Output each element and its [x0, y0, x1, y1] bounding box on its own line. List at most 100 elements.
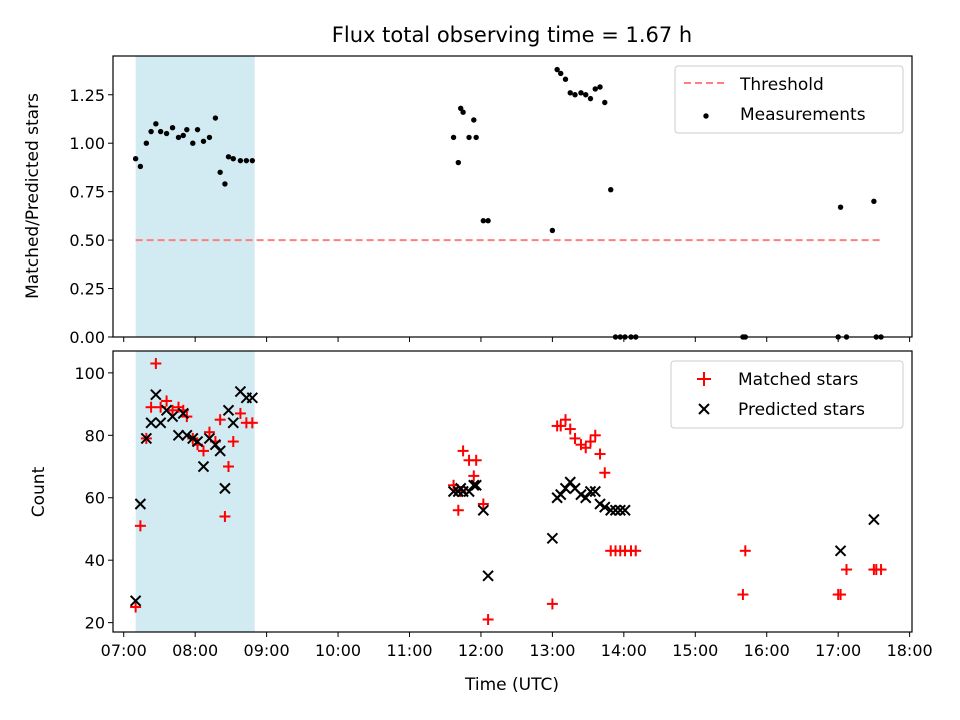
x-axis-label: Time (UTC) — [464, 675, 559, 695]
matched-star-marker — [589, 429, 601, 441]
matched-star-marker — [875, 564, 887, 576]
predicted-star-marker — [482, 570, 494, 582]
y-tick-label: 0.00 — [69, 328, 105, 347]
predicted-star-marker — [580, 492, 592, 504]
matched-star-marker — [130, 601, 142, 613]
observing-window-band — [135, 351, 255, 632]
ratio-y-axis-label: Matched/Predicted stars — [23, 93, 43, 299]
predicted-star-marker — [559, 482, 572, 495]
predicted-stars-points — [129, 385, 880, 607]
legend-measurements-swatch — [703, 113, 709, 119]
predicted-star-marker — [134, 498, 147, 510]
ratio-panel: 0.00 0.25 0.50 0.75 1.00 1.25 Matched/Predict… — [23, 55, 913, 347]
measurement-point — [558, 70, 564, 77]
matched-star-marker — [161, 395, 173, 407]
x-tick-label: 13:00 — [529, 641, 575, 660]
y-tick-label: 0.50 — [69, 231, 105, 250]
measurement-point — [471, 117, 477, 123]
matched-star-marker — [197, 445, 209, 457]
measurement-point — [562, 76, 569, 82]
predicted-star-marker — [609, 504, 622, 516]
predicted-star-marker — [191, 435, 204, 448]
measurement-point — [180, 132, 186, 139]
x-tick-label: 08:00 — [172, 641, 218, 660]
measurement-point — [190, 140, 196, 146]
measurement-point — [175, 134, 182, 141]
predicted-star-marker — [614, 504, 626, 516]
measurement-point — [169, 125, 176, 131]
predicted-star-marker — [166, 410, 179, 423]
predicted-star-marker — [214, 445, 226, 457]
matched-star-marker — [559, 414, 571, 426]
predicted-star-marker — [222, 404, 235, 417]
matched-star-marker — [482, 614, 494, 626]
measurement-point — [871, 198, 877, 205]
predicted-star-marker — [470, 479, 482, 491]
x-tick-label: 18:00 — [887, 641, 933, 660]
y-tick-label: 60 — [85, 489, 105, 508]
matched-star-marker — [555, 420, 567, 432]
measurement-point — [157, 128, 164, 135]
legend-predicted-swatch — [698, 403, 710, 415]
legend-predicted-label: Predicted stars — [738, 400, 865, 420]
predicted-star-marker — [477, 504, 490, 516]
measurement-point — [163, 130, 170, 137]
measurement-point — [184, 126, 190, 133]
measurement-point — [143, 140, 150, 146]
matched-star-marker — [470, 454, 482, 466]
matched-star-marker — [246, 417, 258, 429]
measurement-point — [549, 227, 556, 234]
predicted-star-marker — [197, 460, 210, 473]
y-tick-label: 0.75 — [69, 183, 105, 202]
predicted-star-marker — [227, 417, 239, 429]
matched-star-marker — [150, 357, 162, 369]
x-tick-label: 12:00 — [458, 641, 504, 660]
y-tick-label: 40 — [85, 551, 105, 570]
measurement-point — [480, 218, 487, 224]
measurement-point — [249, 157, 256, 164]
count-panel: 20 40 60 80 100 07:00 08:00 09:00 10:00 11:00 12:… — [29, 350, 933, 695]
matched-star-marker — [841, 564, 853, 576]
observing-window-shade — [135, 56, 255, 337]
x-tick-label: 15:00 — [672, 641, 718, 660]
predicted-star-marker — [564, 476, 576, 488]
measurement-point — [583, 92, 589, 98]
matched-star-marker — [214, 414, 226, 426]
legend-matched-swatch — [697, 372, 711, 386]
count-x-ticks: 07:00 08:00 09:00 10:00 11:00 12:00 13:00 14:00… — [101, 632, 933, 660]
measurement-point — [572, 92, 578, 98]
x-tick-label: 10:00 — [315, 641, 361, 660]
measurement-point — [485, 218, 491, 224]
matched-star-marker — [569, 432, 581, 444]
measurement-point — [230, 156, 236, 162]
x-tick-label: 07:00 — [101, 641, 147, 660]
count-legend-box — [670, 360, 904, 429]
measurement-point — [148, 128, 154, 135]
ratio-y-ticks: 0.00 0.25 0.50 0.75 1.00 1.25 — [69, 86, 113, 347]
predicted-star-marker — [555, 488, 567, 501]
matched-star-marker — [599, 467, 611, 479]
measurement-point — [473, 134, 479, 141]
x-tick-label: 16:00 — [744, 641, 790, 660]
predicted-star-marker — [546, 532, 559, 545]
y-tick-label: 20 — [85, 614, 105, 633]
legend-measurements-label: Measurements — [740, 105, 866, 125]
matched-star-marker — [203, 426, 215, 438]
chart-title: Flux total observing time = 1.67 h — [332, 23, 692, 47]
predicted-star-marker — [834, 545, 847, 557]
measurement-point — [597, 84, 603, 90]
matched-star-marker — [594, 448, 606, 460]
matched-star-marker — [227, 436, 239, 448]
matched-star-marker — [468, 470, 480, 482]
measurement-point — [200, 138, 207, 144]
matched-star-marker — [584, 436, 596, 448]
matched-star-marker — [580, 442, 592, 454]
observing-window-band — [135, 56, 255, 337]
y-tick-label: 0.25 — [69, 280, 105, 299]
measurement-point — [837, 204, 844, 210]
predicted-star-marker — [246, 392, 259, 404]
measurement-point — [592, 86, 598, 92]
predicted-star-marker — [140, 432, 153, 445]
measurement-point — [222, 181, 228, 187]
matched-star-marker — [223, 461, 235, 473]
